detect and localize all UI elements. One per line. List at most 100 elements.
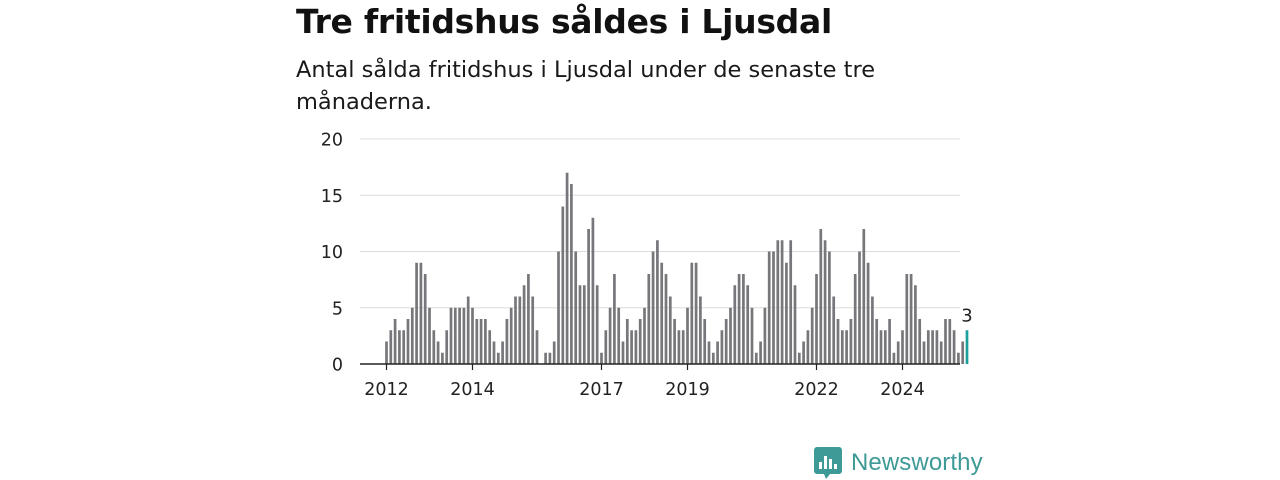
bar (931, 330, 934, 364)
bar (729, 307, 732, 364)
bar (643, 307, 646, 364)
bar (939, 341, 943, 364)
bar (613, 274, 616, 364)
bar (668, 296, 672, 364)
bar (853, 274, 857, 364)
bar (505, 319, 509, 364)
bar (449, 307, 453, 364)
bar (466, 296, 470, 364)
bar (419, 262, 423, 364)
bar (823, 240, 827, 364)
bar (647, 274, 651, 364)
bar (514, 296, 517, 364)
bar (677, 330, 681, 364)
bar (754, 352, 758, 364)
bar (501, 341, 504, 364)
bar (720, 330, 724, 364)
bar (428, 307, 431, 364)
bar (759, 341, 762, 364)
bar (767, 251, 771, 364)
bar (686, 307, 689, 364)
page-subtitle: Antal sålda fritidshus i Ljusdal under d… (296, 57, 876, 115)
bar (763, 307, 767, 364)
bar (776, 240, 780, 364)
bar (557, 251, 560, 364)
y-axis-ticks: 0 5 10 15 20 (321, 131, 343, 376)
y-tick-label: 0 (332, 356, 343, 376)
bar (724, 319, 728, 364)
bar (518, 296, 522, 364)
brand-name: Newsworthy (851, 449, 983, 476)
bar (531, 296, 535, 364)
bar (462, 307, 466, 364)
bar (836, 319, 840, 364)
bar (445, 330, 449, 364)
newsworthy-logo-icon (814, 447, 842, 479)
bar (410, 307, 414, 364)
bar (802, 341, 805, 364)
bar-chart: 0 5 10 15 20 2012 2014 2017 2019 2022 2024 3 (321, 131, 973, 401)
bar (849, 319, 853, 364)
bar (475, 319, 479, 364)
grid-lines (360, 138, 960, 309)
bar (892, 352, 896, 364)
page-title: Tre fritidshus såldes i Ljusdal (296, 2, 832, 41)
bar (488, 330, 492, 364)
bar (574, 251, 578, 364)
bar (582, 285, 586, 364)
bar (604, 330, 608, 364)
bar (423, 274, 427, 364)
bar (415, 262, 418, 364)
bar (957, 352, 960, 364)
bar (806, 330, 810, 364)
x-tick-label: 2019 (665, 380, 710, 400)
bar (961, 341, 965, 364)
last-value-label: 3 (961, 305, 972, 326)
bar (742, 274, 745, 364)
y-tick-label: 5 (332, 299, 343, 319)
bar (458, 307, 461, 364)
bar (673, 319, 676, 364)
y-tick-label: 10 (321, 243, 343, 263)
y-tick-label: 20 (321, 131, 343, 151)
bar (393, 319, 397, 364)
bar (694, 262, 698, 364)
bar (858, 251, 861, 364)
bar (862, 229, 866, 364)
bar (664, 274, 668, 364)
bar (587, 229, 590, 364)
bar (617, 307, 621, 364)
bar (699, 296, 702, 364)
bar (703, 319, 707, 364)
bar (810, 307, 814, 364)
bar (905, 274, 909, 364)
bar (600, 352, 603, 364)
bar (952, 330, 956, 364)
bar (402, 330, 406, 364)
bar (656, 240, 659, 364)
bar (832, 296, 836, 364)
bar (660, 262, 664, 364)
bar (733, 285, 737, 364)
bar (750, 307, 754, 364)
bar (398, 330, 401, 364)
bars (385, 172, 969, 364)
bar (471, 307, 474, 364)
bar (535, 330, 539, 364)
bar (883, 330, 887, 364)
bar (871, 296, 874, 364)
bar (896, 341, 900, 364)
bar (509, 307, 513, 364)
bar (436, 341, 440, 364)
bar (406, 319, 410, 364)
bar (866, 262, 870, 364)
bar (840, 330, 844, 364)
bar (621, 341, 625, 364)
bar (707, 341, 711, 364)
bar (625, 319, 629, 364)
bar (578, 285, 582, 364)
bar (935, 330, 939, 364)
bar (926, 330, 930, 364)
bar (389, 330, 393, 364)
bar (737, 274, 741, 364)
